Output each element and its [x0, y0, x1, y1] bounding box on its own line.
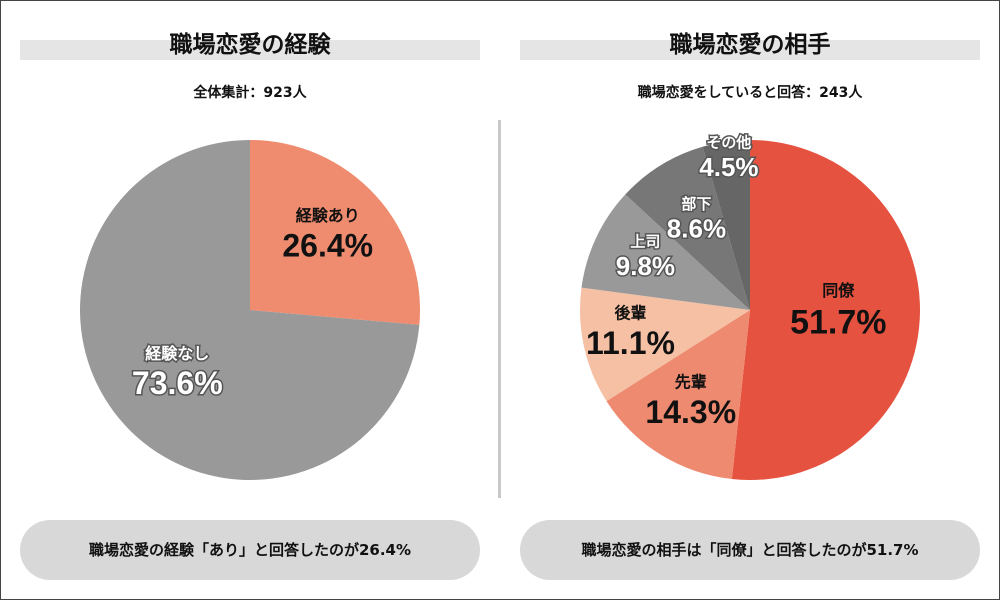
slice-value-label: 51.7%	[790, 303, 886, 341]
pie-slice-0-0	[250, 140, 420, 325]
pie-slice-1-1	[606, 310, 750, 480]
partner-panel: 職場恋愛の相手 職場恋愛をしていると回答：243人 職場恋愛の相手は「同僚」と回…	[500, 0, 1000, 600]
summary-pill: 職場恋愛の相手は「同僚」と回答したのが51.7%	[520, 520, 980, 580]
slice-value-label: 8.6%	[667, 213, 726, 243]
pie-slice-1-4	[625, 146, 750, 310]
slice-value-label: 11.1%	[586, 325, 675, 361]
summary-pill: 職場恋愛の経験「あり」と回答したのが26.4%	[20, 520, 480, 580]
title-band	[20, 40, 480, 60]
pie-slice-1-2	[580, 287, 750, 402]
title-band	[520, 40, 980, 60]
pie-slice-0-1	[80, 140, 420, 481]
slice-value-label: 26.4%	[282, 227, 373, 263]
slice-label: 後輩	[614, 304, 646, 323]
slice-label: その他	[706, 134, 751, 152]
chart-subtitle: 全体集計：923人	[193, 85, 307, 101]
pie-slice-1-0	[731, 140, 920, 480]
slice-value-label: 73.6%	[132, 365, 223, 401]
slice-label: 経験あり	[296, 206, 360, 225]
panel-divider	[498, 120, 501, 498]
experience-panel: 職場恋愛の経験 全体集計：923人 職場恋愛の経験「あり」と回答したのが26.4…	[20, 32, 480, 580]
slice-value-label: 9.8%	[616, 251, 675, 281]
slice-value-label: 4.5%	[699, 152, 758, 182]
slice-label: 先輩	[675, 373, 707, 392]
chart-title: 職場恋愛の経験	[169, 32, 331, 58]
pie-slice-1-5	[702, 140, 750, 310]
pie-slice-1-3	[581, 194, 750, 310]
slice-label: 同僚	[822, 281, 855, 300]
slice-label: 上司	[630, 232, 660, 250]
slice-value-label: 14.3%	[645, 394, 736, 430]
chart-subtitle: 職場恋愛をしていると回答：243人	[637, 85, 863, 101]
slice-label: 部下	[681, 195, 711, 213]
chart-title: 職場恋愛の相手	[669, 32, 831, 58]
slice-label: 経験なし	[145, 344, 209, 363]
